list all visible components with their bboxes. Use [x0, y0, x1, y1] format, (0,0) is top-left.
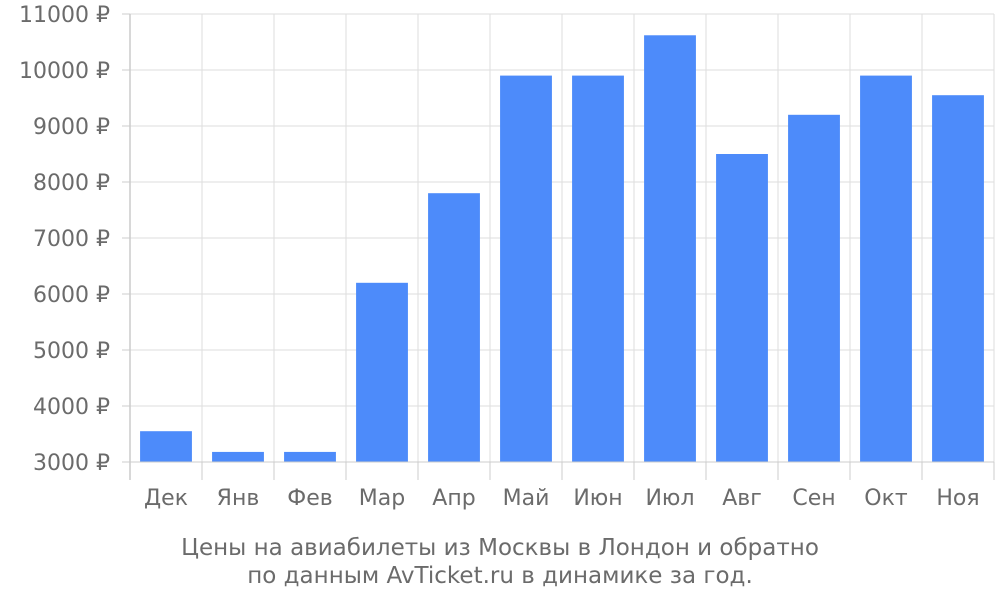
grid-lines — [130, 13, 995, 463]
y-tick-label: 11000 ₽ — [19, 3, 110, 28]
y-tick-label: 7000 ₽ — [33, 227, 110, 252]
x-tick-label: Ноя — [936, 486, 979, 511]
x-tick-label: Фев — [287, 486, 332, 511]
y-tick-label: 8000 ₽ — [33, 171, 110, 196]
bar-Дек — [140, 431, 192, 462]
bars — [140, 35, 984, 463]
x-tick-label: Мар — [359, 486, 405, 511]
x-tick-labels: Дек Янв Фев Мар Апр Май Июн Июл Авг Сен Окт Ноя — [144, 486, 980, 511]
bar-Июн — [572, 75, 624, 462]
bar-Ноя — [932, 95, 984, 462]
bar-Май — [500, 75, 552, 462]
chart-caption-line-1: Цены на авиабилеты из Москвы в Лондон и … — [181, 535, 819, 561]
bar-Сен — [788, 114, 840, 463]
y-tick-label: 6000 ₽ — [33, 283, 110, 308]
bar-Июл — [644, 35, 696, 462]
chart-caption-line-2: по данным AvTicket.ru в динамике за год. — [247, 563, 753, 589]
axes — [122, 13, 995, 480]
y-tick-label: 3000 ₽ — [33, 451, 110, 476]
bar-chart: 3000 ₽ 4000 ₽ 5000 ₽ 6000 ₽ 7000 ₽ 8000 ₽ 9000… — [19, 3, 995, 511]
bar-Окт — [860, 75, 912, 462]
y-tick-label: 4000 ₽ — [33, 395, 110, 420]
y-tick-label: 5000 ₽ — [33, 339, 110, 364]
x-tick-label: Янв — [217, 486, 260, 511]
x-tick-label: Дек — [144, 486, 188, 511]
bar-Фев — [284, 451, 336, 462]
x-tick-label: Сен — [792, 486, 835, 511]
x-tick-label: Авг — [722, 486, 762, 511]
y-tick-labels: 3000 ₽ 4000 ₽ 5000 ₽ 6000 ₽ 7000 ₽ 8000 ₽ 9000… — [19, 3, 110, 476]
x-tick-label: Окт — [864, 486, 908, 511]
bar-Апр — [428, 193, 480, 462]
y-tick-label: 9000 ₽ — [33, 115, 110, 140]
x-tick-label: Июн — [573, 486, 622, 511]
x-tick-label: Апр — [432, 486, 475, 511]
y-tick-label: 10000 ₽ — [19, 59, 110, 84]
bar-Янв — [212, 451, 264, 462]
x-tick-label: Май — [503, 486, 550, 511]
x-tick-label: Июл — [645, 486, 694, 511]
bar-Мар — [356, 282, 408, 462]
bar-Авг — [716, 154, 768, 462]
